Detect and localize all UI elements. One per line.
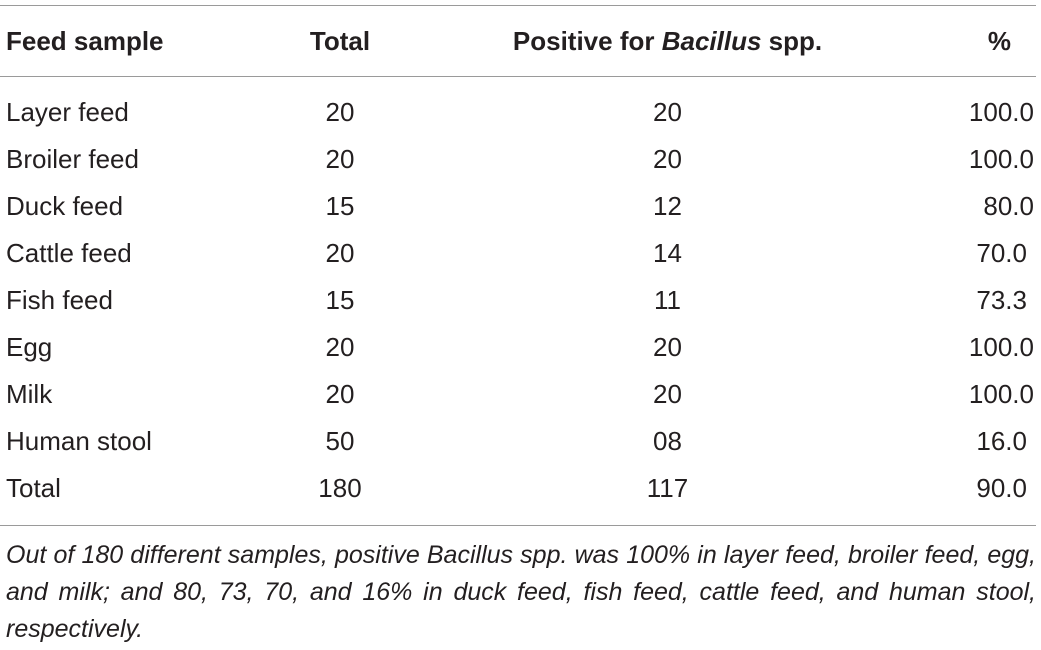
table-header-row: Feed sample Total Positive for Bacillus …	[0, 21, 1041, 61]
cell-positive: 08	[653, 426, 682, 456]
cell-total: 20	[325, 379, 355, 409]
cell-positive: 20	[653, 144, 682, 174]
table-row: Fish feed 15 11 73.3	[0, 280, 1041, 320]
cell-feed-sample: Cattle feed	[6, 238, 132, 268]
table-footnote: Out of 180 different samples, positive B…	[6, 541, 1036, 643]
table-row: Layer feed 20 20 100.0	[0, 92, 1041, 132]
cell-positive: 20	[653, 379, 682, 409]
header-feed-sample: Feed sample	[6, 26, 164, 56]
cell-percent: 90.0	[976, 473, 1027, 503]
table-row: Human stool 50 08 16.0	[0, 421, 1041, 461]
table-bottom-rule	[0, 525, 1036, 526]
cell-positive: 11	[654, 285, 681, 315]
cell-feed-sample: Broiler feed	[6, 144, 139, 174]
cell-positive: 14	[653, 238, 682, 268]
cell-percent: 100.0	[968, 144, 1034, 174]
table-row: Cattle feed 20 14 70.0	[0, 233, 1041, 273]
cell-percent: 16.0	[976, 426, 1027, 456]
cell-feed-sample: Layer feed	[6, 97, 129, 127]
cell-percent: 100.0	[968, 379, 1034, 409]
cell-positive: 12	[653, 191, 682, 221]
header-positive-suffix: spp.	[761, 26, 823, 56]
cell-percent: 100.0	[968, 332, 1034, 362]
cell-percent: 80.0	[983, 191, 1034, 221]
cell-feed-sample: Egg	[6, 332, 53, 362]
table-row: Broiler feed 20 20 100.0	[0, 139, 1041, 179]
cell-total: 20	[325, 97, 355, 127]
table-row: Duck feed 15 12 80.0	[0, 186, 1041, 226]
cell-feed-sample: Duck feed	[6, 191, 124, 221]
table-row: Milk 20 20 100.0	[0, 374, 1041, 414]
cell-percent: 100.0	[968, 97, 1034, 127]
cell-total: 20	[325, 238, 355, 268]
cell-total: 50	[325, 426, 355, 456]
cell-total: 15	[325, 285, 355, 315]
header-positive-prefix: Positive for	[512, 26, 662, 56]
cell-total: 20	[325, 144, 355, 174]
cell-feed-sample: Milk	[6, 379, 53, 409]
cell-feed-sample: Human stool	[6, 426, 152, 456]
table-row-total: Total 180 117 90.0	[0, 468, 1041, 508]
header-positive-genus: Bacillus	[661, 26, 762, 56]
cell-percent: 73.3	[976, 285, 1027, 315]
table-row: Egg 20 20 100.0	[0, 327, 1041, 367]
cell-total: 20	[325, 332, 355, 362]
header-percent: %	[987, 26, 1011, 56]
cell-feed-sample: Total	[6, 473, 61, 503]
cell-positive: 117	[646, 473, 689, 503]
cell-percent: 70.0	[976, 238, 1027, 268]
cell-feed-sample: Fish feed	[6, 285, 113, 315]
table-top-rule	[0, 5, 1036, 6]
cell-positive: 20	[653, 332, 682, 362]
cell-positive: 20	[653, 97, 682, 127]
table-header-rule	[0, 76, 1036, 77]
cell-total: 15	[325, 191, 355, 221]
header-positive: Positive for Bacillus spp.	[497, 21, 838, 61]
cell-total: 180	[318, 473, 362, 503]
header-total: Total	[309, 26, 371, 56]
